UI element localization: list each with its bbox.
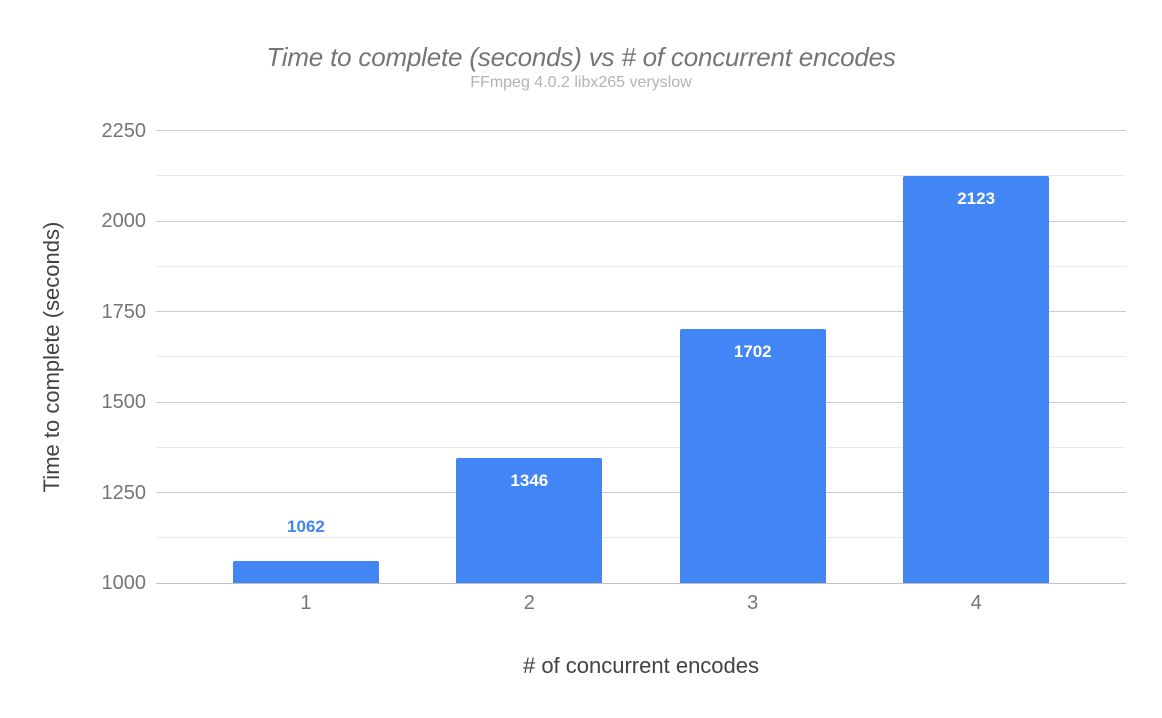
bar (679, 328, 826, 583)
y-tick-label: 1750 (101, 300, 147, 323)
bar-value-label: 1062 (287, 516, 325, 536)
bar (903, 176, 1050, 583)
chart-subtitle: FFmpeg 4.0.2 libx265 veryslow (470, 74, 692, 91)
x-tick-label: 1 (300, 592, 312, 614)
gridline-major (156, 130, 1126, 131)
axis-baseline (156, 582, 1126, 584)
gridline-minor (156, 356, 1126, 358)
chart-title: Time to complete (seconds) vs # of concu… (266, 42, 896, 72)
gridline-major (156, 220, 1126, 222)
gridline-major (156, 492, 1126, 493)
y-axis-title: Time to complete (seconds) (39, 221, 64, 493)
gridline-major (156, 401, 1126, 403)
y-tick-label: 2250 (101, 119, 147, 142)
y-tick-label: 1250 (101, 481, 147, 504)
gridline-minor (156, 175, 1126, 177)
bar-value-label: 1702 (733, 341, 772, 361)
y-tick-label: 1500 (101, 391, 147, 413)
plot-area: 1000 1250 1500 1750 2000 2250 1062 1 1346 2 1702 3 2… (102, 120, 1126, 614)
gridline-minor (156, 265, 1126, 267)
gridline-minor (156, 537, 1126, 539)
bar-value-label: 2123 (957, 189, 996, 209)
x-axis-title: # of concurrent encodes (522, 653, 760, 678)
y-tick-label: 2000 (101, 210, 147, 232)
bar (456, 457, 603, 583)
bar (232, 560, 379, 583)
y-tick-label: 1000 (101, 572, 147, 594)
bar-value-label: 1346 (510, 470, 549, 490)
x-tick-label: 2 (523, 592, 535, 614)
x-tick-label: 4 (970, 592, 982, 614)
gridline-major (156, 311, 1126, 312)
x-tick-label: 3 (747, 592, 759, 614)
gridline-minor (156, 446, 1126, 448)
